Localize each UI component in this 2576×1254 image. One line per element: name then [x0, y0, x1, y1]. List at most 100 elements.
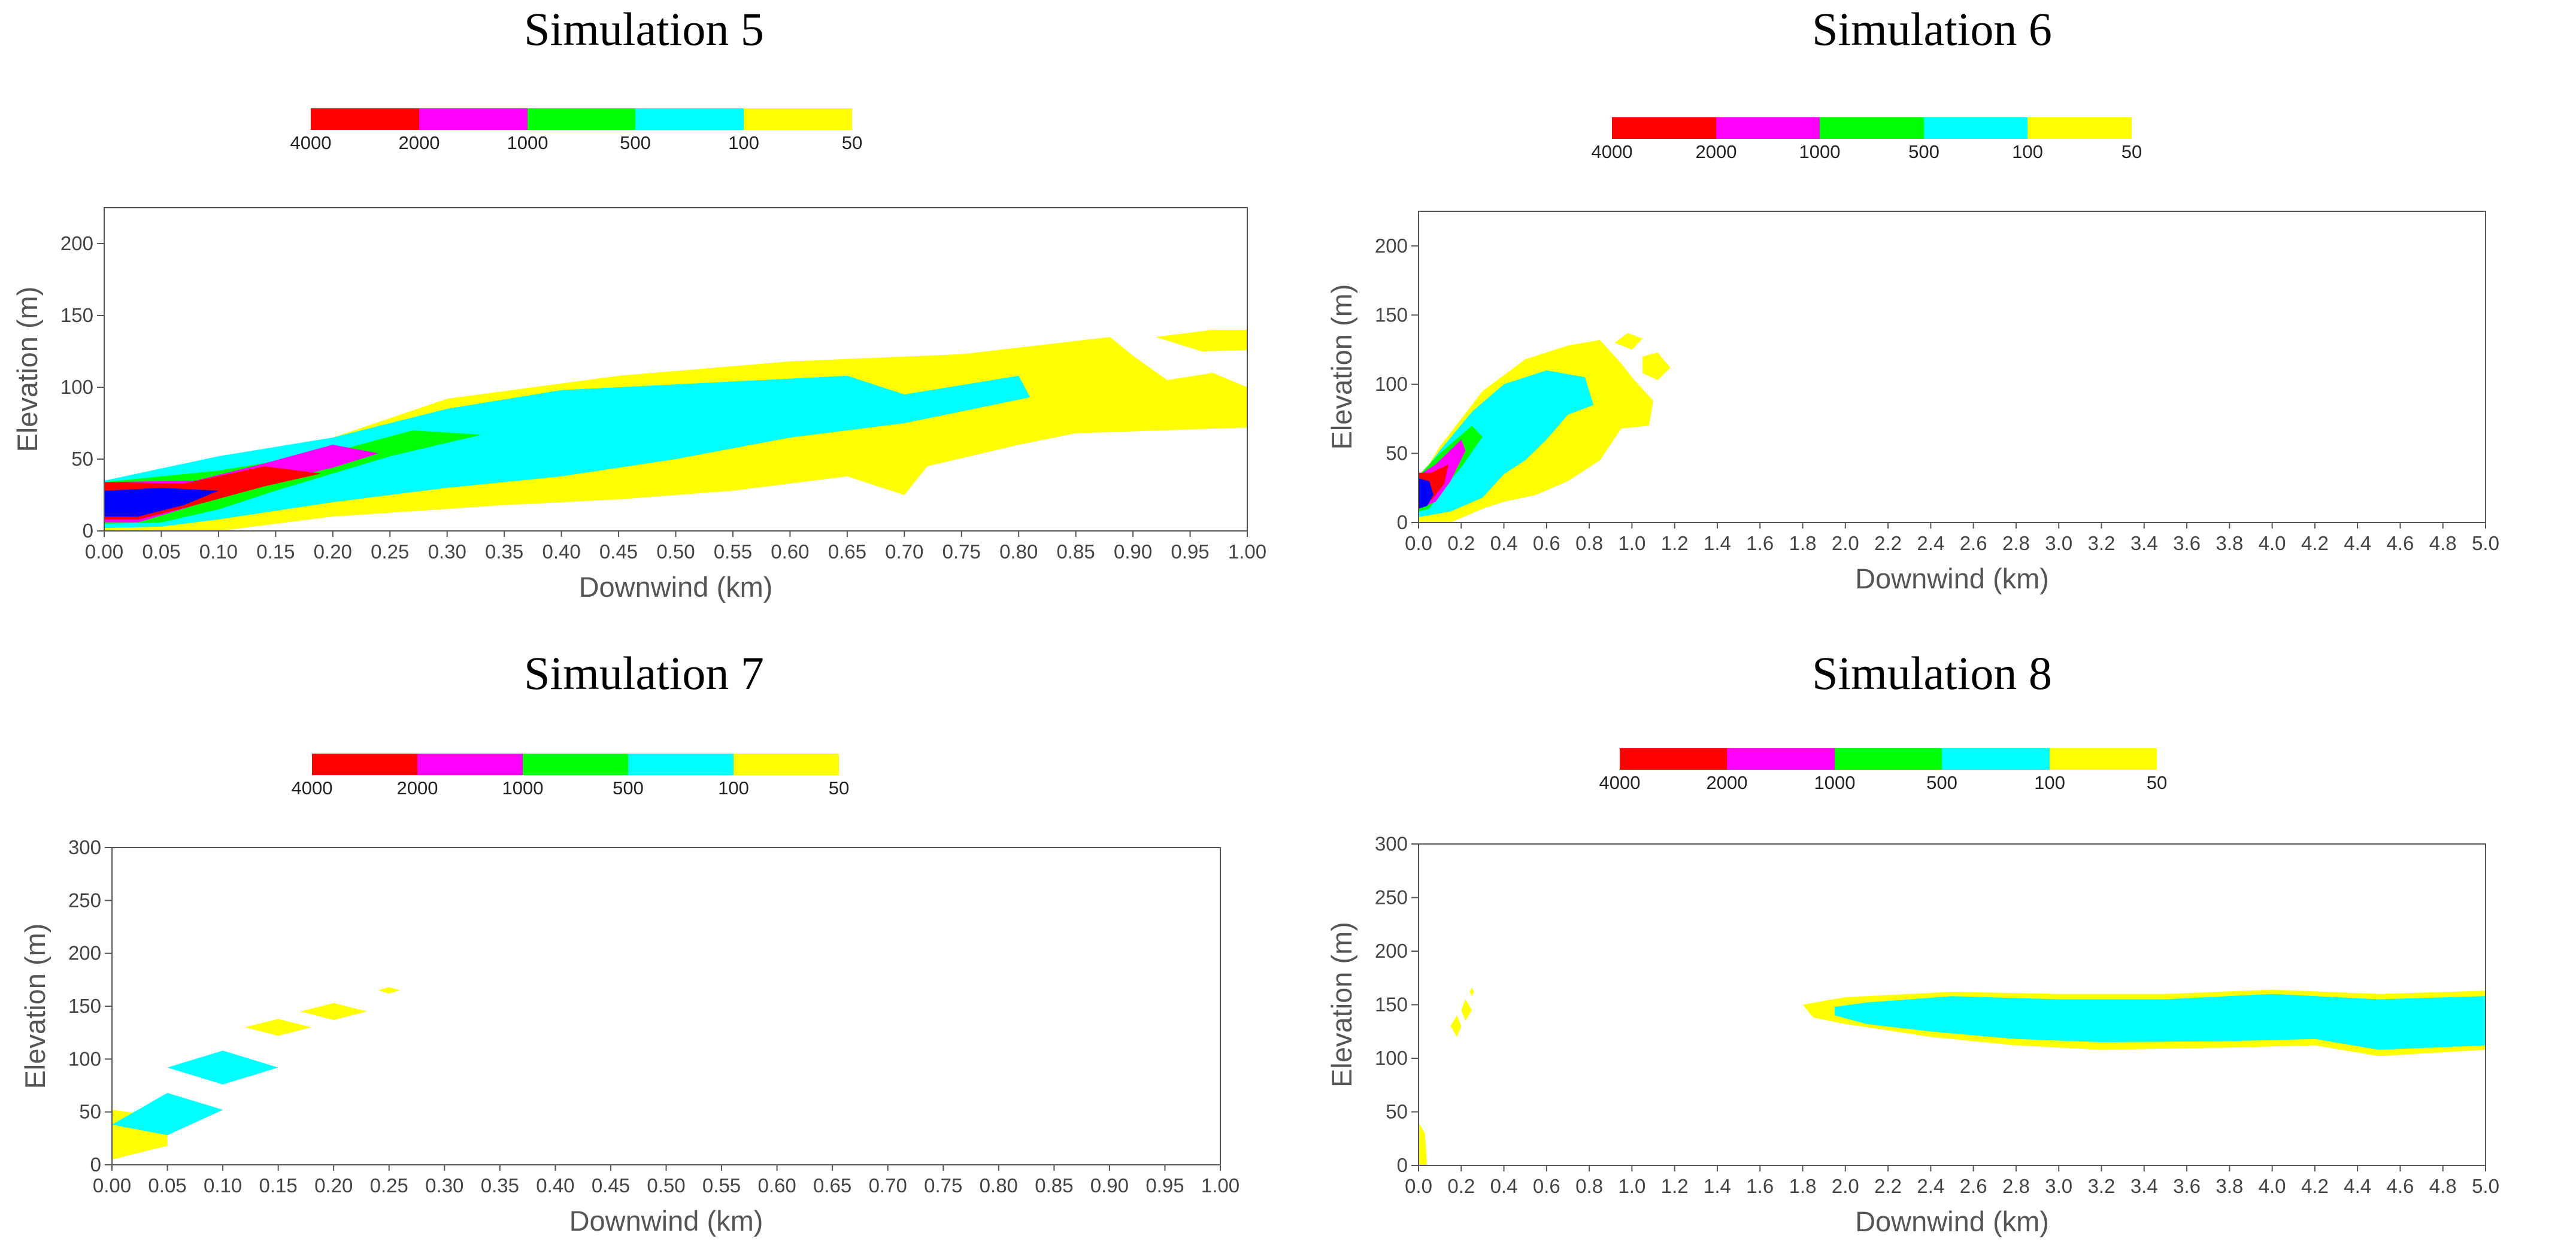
x-tick-label: 4.8: [2429, 1175, 2457, 1197]
y-tick-label: 100: [1375, 373, 1408, 395]
x-tick-label: 0.75: [942, 541, 981, 563]
legend-label: 100: [2012, 141, 2043, 162]
y-tick-label: 50: [79, 1101, 101, 1123]
y-tick-label: 100: [60, 376, 93, 398]
x-tick-label: 0.45: [592, 1174, 630, 1197]
x-tick-label: 1.8: [1789, 532, 1817, 554]
x-tick-label: 0.8: [1575, 532, 1603, 554]
legend-swatch-2000: [417, 754, 523, 775]
x-tick-label: 0.80: [999, 541, 1038, 563]
x-tick-label: 0.20: [314, 1174, 353, 1197]
x-tick-label: 0.60: [757, 1174, 796, 1197]
x-tick-label: 0.75: [924, 1174, 962, 1197]
y-tick-label: 50: [1386, 1101, 1408, 1123]
legend-label: 50: [2121, 141, 2142, 162]
x-tick-label: 0.0: [1405, 532, 1432, 554]
plot-frame: [1418, 211, 2486, 523]
y-tick-label: 100: [1375, 1047, 1408, 1069]
contour-region-50: [1156, 330, 1247, 351]
legend-label: 4000: [1599, 772, 1641, 793]
legend-label: 100: [2034, 772, 2065, 793]
x-tick-label: 0.6: [1533, 1175, 1560, 1197]
x-tick-label: 3.0: [2045, 1175, 2072, 1197]
x-tick-label: 5.0: [2472, 532, 2499, 554]
x-tick-label: 0.85: [1035, 1174, 1073, 1197]
contour-region-4000: [104, 488, 219, 517]
x-tick-label: 3.2: [2088, 532, 2116, 554]
x-tick-label: 1.6: [1746, 1175, 1774, 1197]
x-tick-label: 2.4: [1917, 1175, 1944, 1197]
x-tick-label: 3.8: [2216, 532, 2243, 554]
legend-swatch-100: [744, 108, 852, 130]
legend-swatch-100: [2050, 748, 2157, 770]
x-tick-label: 0.90: [1090, 1174, 1129, 1197]
x-tick-label: 0.30: [428, 541, 466, 563]
x-tick-label: 0.25: [371, 541, 409, 563]
contour-plot: 0.00 0.05 0.10 0.15 0.20 0.25 0.30 0.35 0.40 0.45…: [11, 207, 1266, 603]
x-tick-label: 1.2: [1661, 1175, 1689, 1197]
y-tick-label: 0: [90, 1153, 101, 1176]
legend-label: 500: [1908, 141, 1939, 162]
color-legend: 4000 2000 1000 500 100 50: [290, 108, 862, 156]
legend-swatch-4000: [1612, 117, 1716, 139]
x-tick-label: 0.35: [481, 1174, 519, 1197]
x-tick-label: 3.2: [2088, 1175, 2116, 1197]
contour-region-50: [1419, 1122, 1428, 1165]
contour-plot: 0.00 0.05 0.10 0.15 0.20 0.25 0.30 0.35 0.40 0.45…: [19, 836, 1239, 1237]
legend-label: 4000: [290, 132, 332, 153]
y-axis-label: Elevation (m): [1326, 284, 1357, 450]
contour-region-100: [1835, 994, 2486, 1050]
x-tick-label: 0.65: [828, 541, 866, 563]
x-tick-label: 0.95: [1171, 541, 1209, 563]
x-tick-label: 4.4: [2344, 1175, 2371, 1197]
x-tick-label: 3.8: [2216, 1175, 2243, 1197]
x-tick-label: 2.0: [1832, 1175, 1859, 1197]
y-tick-label: 250: [68, 889, 101, 911]
color-legend: 4000 2000 1000 500 100 50: [1599, 748, 2167, 796]
contour-region-50: [378, 987, 401, 994]
color-legend: 4000 2000 1000 500 100 50: [292, 754, 849, 801]
x-tick-label: 0.90: [1114, 541, 1152, 563]
x-tick-label: 0.70: [885, 541, 923, 563]
y-tick-label: 0: [83, 520, 93, 542]
x-tick-label: 4.0: [2259, 532, 2286, 554]
x-tick-label: 1.00: [1228, 541, 1266, 563]
x-tick-label: 4.4: [2344, 532, 2371, 554]
y-tick-label: 250: [1375, 886, 1408, 909]
y-tick-label: 200: [1375, 940, 1408, 962]
x-tick-label: 0.2: [1447, 532, 1475, 554]
contour-region-100: [104, 375, 1031, 529]
x-tick-label: 2.8: [2002, 532, 2030, 554]
contour-plot: 0.0 0.2 0.4 0.6 0.8 1.0 1.2 1.4 1.6 1.8 2.0 2.2 2.4 2…: [1326, 211, 2499, 594]
legend-swatch-1000: [1835, 748, 1942, 770]
y-axis-label: Elevation (m): [1326, 922, 1357, 1088]
x-tick-label: 1.4: [1704, 1175, 1731, 1197]
color-legend: 4000 2000 1000 500 100 50: [1592, 117, 2142, 165]
legend-label: 50: [2146, 772, 2168, 793]
x-tick-label: 1.8: [1789, 1175, 1817, 1197]
legend-label: 500: [620, 132, 651, 153]
x-tick-label: 5.0: [2472, 1175, 2499, 1197]
x-tick-label: 3.6: [2173, 532, 2201, 554]
contour-region-50: [300, 1003, 367, 1020]
x-tick-label: 0.15: [256, 541, 295, 563]
x-tick-label: 0.55: [702, 1174, 741, 1197]
legend-swatch-500: [1924, 117, 2028, 139]
y-tick-label: 100: [68, 1047, 101, 1070]
x-tick-label: 2.0: [1832, 532, 1859, 554]
legend-label: 2000: [396, 778, 438, 798]
legend-swatch-500: [628, 754, 734, 775]
y-tick-label: 50: [71, 448, 93, 470]
x-tick-label: 0.8: [1575, 1175, 1603, 1197]
y-tick-label: 150: [68, 995, 101, 1017]
x-tick-label: 3.6: [2173, 1175, 2201, 1197]
x-tick-label: 4.2: [2301, 532, 2329, 554]
x-tick-label: 0.4: [1490, 1175, 1518, 1197]
legend-label: 4000: [1591, 141, 1633, 162]
x-tick-label: 3.0: [2045, 532, 2072, 554]
legend-swatch-100: [734, 754, 839, 775]
contour-region-100: [112, 1092, 223, 1135]
x-tick-label: 0.10: [204, 1174, 242, 1197]
x-tick-label: 0.05: [142, 541, 180, 563]
x-tick-label: 1.4: [1704, 532, 1731, 554]
